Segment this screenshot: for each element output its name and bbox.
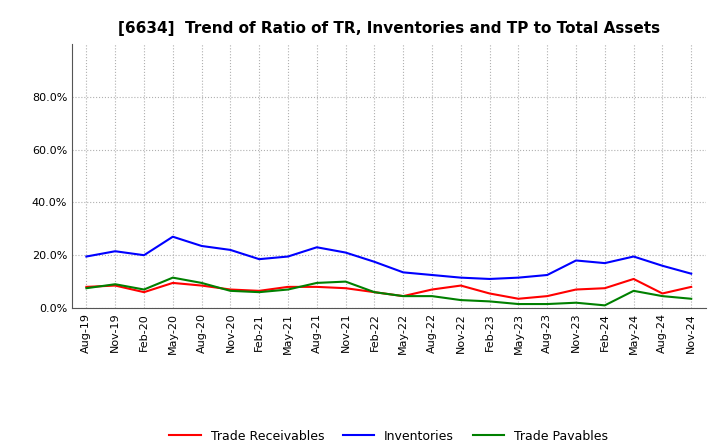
Trade Receivables xyxy=(168,280,177,286)
Trade Receivables xyxy=(428,287,436,292)
Trade Payables xyxy=(543,301,552,307)
Trade Payables xyxy=(284,287,292,292)
Trade Receivables xyxy=(226,287,235,292)
Trade Payables xyxy=(485,299,494,304)
Inventories xyxy=(168,234,177,239)
Trade Payables xyxy=(658,293,667,299)
Inventories xyxy=(255,257,264,262)
Trade Payables xyxy=(140,287,148,292)
Inventories xyxy=(514,275,523,280)
Trade Payables xyxy=(312,280,321,286)
Trade Receivables xyxy=(629,276,638,282)
Trade Receivables xyxy=(341,286,350,291)
Trade Receivables xyxy=(485,291,494,296)
Trade Receivables xyxy=(370,290,379,295)
Inventories xyxy=(428,272,436,278)
Line: Trade Payables: Trade Payables xyxy=(86,278,691,305)
Line: Inventories: Inventories xyxy=(86,237,691,279)
Trade Payables xyxy=(370,290,379,295)
Trade Receivables xyxy=(543,293,552,299)
Trade Receivables xyxy=(284,284,292,290)
Inventories xyxy=(197,243,206,249)
Trade Payables xyxy=(197,280,206,286)
Trade Receivables xyxy=(687,284,696,290)
Trade Payables xyxy=(428,293,436,299)
Trade Receivables xyxy=(658,291,667,296)
Trade Payables xyxy=(600,303,609,308)
Inventories xyxy=(284,254,292,259)
Inventories xyxy=(629,254,638,259)
Trade Receivables xyxy=(600,286,609,291)
Inventories xyxy=(140,253,148,258)
Trade Payables xyxy=(456,297,465,303)
Inventories xyxy=(572,258,580,263)
Inventories xyxy=(543,272,552,278)
Trade Receivables xyxy=(197,283,206,288)
Inventories xyxy=(485,276,494,282)
Inventories xyxy=(341,250,350,255)
Trade Receivables xyxy=(111,283,120,288)
Inventories xyxy=(456,275,465,280)
Inventories xyxy=(82,254,91,259)
Trade Payables xyxy=(111,282,120,287)
Trade Payables xyxy=(341,279,350,284)
Trade Payables xyxy=(572,300,580,305)
Trade Receivables xyxy=(514,296,523,301)
Trade Receivables xyxy=(572,287,580,292)
Trade Payables xyxy=(226,288,235,293)
Inventories xyxy=(111,249,120,254)
Inventories xyxy=(312,245,321,250)
Inventories xyxy=(399,270,408,275)
Trade Payables xyxy=(255,290,264,295)
Inventories xyxy=(687,271,696,276)
Line: Trade Receivables: Trade Receivables xyxy=(86,279,691,299)
Inventories xyxy=(370,259,379,264)
Trade Receivables xyxy=(140,290,148,295)
Trade Receivables xyxy=(82,284,91,290)
Legend: Trade Receivables, Inventories, Trade Payables: Trade Receivables, Inventories, Trade Pa… xyxy=(164,425,613,440)
Trade Payables xyxy=(399,293,408,299)
Trade Payables xyxy=(687,296,696,301)
Trade Payables xyxy=(168,275,177,280)
Trade Receivables xyxy=(255,288,264,293)
Trade Receivables xyxy=(456,283,465,288)
Trade Payables xyxy=(82,286,91,291)
Inventories xyxy=(600,260,609,266)
Trade Payables xyxy=(514,301,523,307)
Trade Payables xyxy=(629,288,638,293)
Trade Receivables xyxy=(312,284,321,290)
Trade Receivables xyxy=(399,293,408,299)
Title: [6634]  Trend of Ratio of TR, Inventories and TP to Total Assets: [6634] Trend of Ratio of TR, Inventories… xyxy=(118,21,660,36)
Inventories xyxy=(226,247,235,253)
Inventories xyxy=(658,263,667,268)
